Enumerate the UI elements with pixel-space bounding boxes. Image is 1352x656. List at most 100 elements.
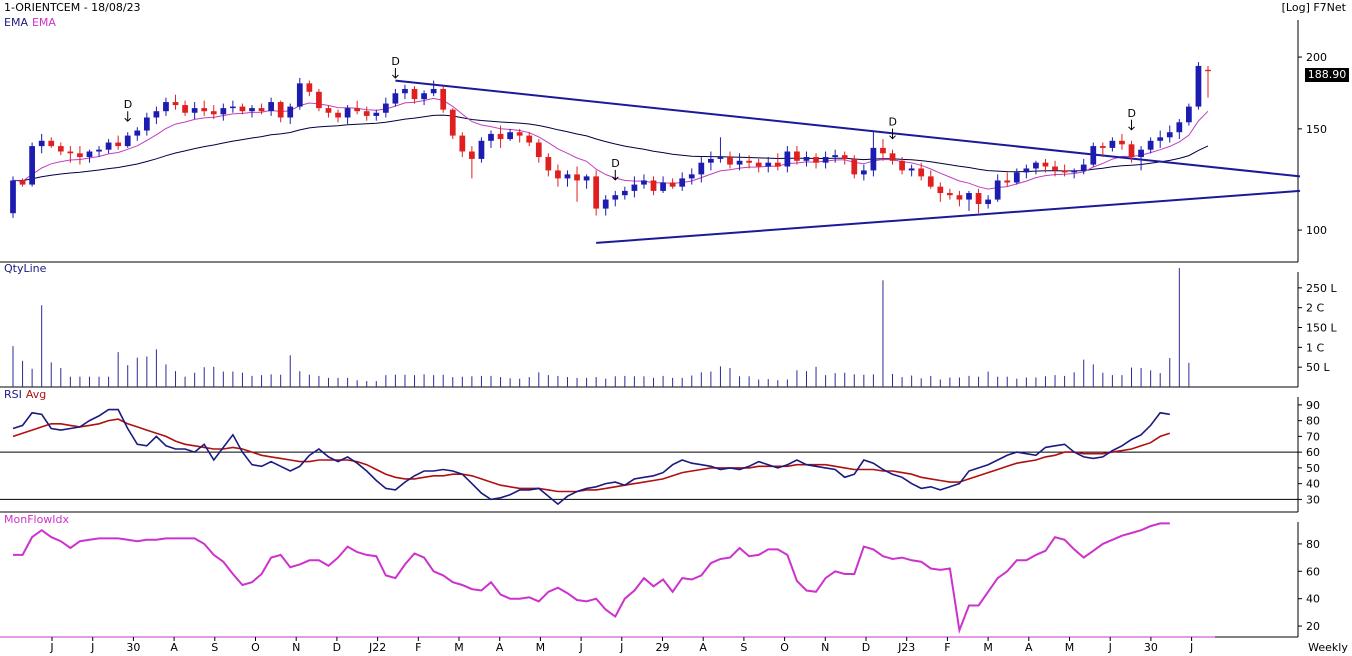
- candle-body: [832, 155, 839, 158]
- candle-body: [277, 102, 284, 118]
- x-tick-label: M: [536, 641, 546, 654]
- x-tick-label: O: [780, 641, 789, 654]
- mfi-tick-label: 60: [1306, 565, 1320, 578]
- rsi-panel-title: RSI: [4, 388, 22, 401]
- long-ema-line: [12, 114, 1209, 182]
- candle-body: [918, 168, 925, 177]
- candle-body: [201, 108, 208, 112]
- candle-body: [535, 142, 542, 158]
- candle-body: [717, 157, 724, 159]
- candle-body: [325, 108, 332, 113]
- x-tick-label: J: [1108, 641, 1112, 654]
- candle-body: [1099, 146, 1106, 148]
- rsi-avg-line: [12, 418, 1171, 493]
- candle-body: [822, 157, 829, 163]
- candle-body: [975, 193, 982, 205]
- candle-body: [1080, 164, 1087, 171]
- candle-body: [354, 108, 361, 112]
- candle-body: [316, 91, 322, 109]
- candle-body: [1195, 65, 1202, 107]
- candle-body: [1004, 180, 1011, 183]
- mfi-line: [13, 522, 1170, 635]
- candle-body: [708, 158, 714, 163]
- divergence-marker-label: D: [611, 157, 619, 170]
- divergence-marker-label: D: [1128, 107, 1136, 120]
- candle-body: [411, 88, 418, 100]
- volume-tick-label: 50 L: [1306, 361, 1330, 374]
- candle-body: [526, 135, 533, 143]
- candle-body: [774, 162, 781, 167]
- candle-body: [210, 111, 217, 115]
- candle-body: [373, 112, 380, 116]
- candle-body: [927, 176, 934, 187]
- short-ema-line: [12, 97, 1209, 190]
- candle-body: [870, 147, 877, 171]
- candle-body: [86, 151, 93, 158]
- long-ema-legend: EMA: [31, 16, 56, 29]
- x-tick-label: J: [1189, 641, 1193, 654]
- x-tick-label: 29: [656, 641, 670, 654]
- x-tick-label: J23: [897, 641, 915, 654]
- candle-body: [1128, 144, 1135, 158]
- lower-trendline: [596, 189, 1301, 244]
- candle-body: [880, 147, 886, 154]
- x-tick-label: A: [1025, 641, 1033, 654]
- divergence-marker-label: D: [391, 55, 399, 68]
- candle-body: [191, 108, 198, 113]
- candle-body: [1109, 140, 1116, 148]
- volume-panel-title: QtyLine: [4, 262, 47, 275]
- candle-body: [469, 151, 475, 159]
- upper-trendline: [395, 79, 1301, 178]
- candle-body: [1071, 170, 1078, 173]
- candle-body: [841, 155, 848, 159]
- candle-body: [545, 157, 552, 171]
- x-tick-label: J: [49, 641, 53, 654]
- candle-body: [258, 108, 265, 112]
- candle-body: [507, 132, 513, 140]
- rsi-legend: RSI Avg: [4, 388, 50, 401]
- candle-body: [1176, 122, 1183, 133]
- candle-body: [631, 184, 638, 191]
- candle-body: [1042, 162, 1049, 167]
- candle-body: [574, 174, 580, 181]
- mfi-tick-label: 40: [1306, 593, 1320, 606]
- candle-body: [306, 83, 313, 92]
- candle-body: [851, 158, 858, 175]
- candle-body: [612, 195, 619, 200]
- divergence-arrow-icon: [611, 169, 619, 181]
- timeframe-label: Weekly: [1308, 641, 1348, 654]
- x-tick-label: A: [170, 641, 178, 654]
- price-tick-label: 150: [1306, 123, 1327, 136]
- candle-body: [727, 157, 733, 165]
- candle-body: [115, 142, 122, 147]
- candle-body: [153, 111, 160, 118]
- candle-body: [105, 142, 112, 150]
- candle-body: [163, 102, 169, 112]
- candle-body: [19, 180, 26, 185]
- volume-tick-label: 250 L: [1306, 282, 1337, 295]
- candle-body: [344, 108, 351, 118]
- candle-body: [67, 151, 74, 154]
- candle-body: [746, 160, 752, 163]
- last-price-badge: 188.90: [1305, 68, 1349, 82]
- candle-body: [268, 102, 274, 112]
- candle-body: [660, 182, 666, 191]
- candle-body: [956, 195, 963, 200]
- candle-body: [555, 170, 561, 179]
- candle-body: [784, 151, 791, 167]
- divergence-arrow-icon: [889, 128, 896, 140]
- candle-body: [29, 146, 35, 185]
- volume-tick-label: 150 L: [1306, 322, 1337, 335]
- x-tick-label: 30: [126, 641, 140, 654]
- rsi-tick-label: 70: [1306, 430, 1320, 443]
- price-tick-label: 200: [1306, 51, 1327, 64]
- candle-body: [249, 108, 255, 112]
- candle-body: [430, 88, 437, 94]
- candle-body: [382, 103, 389, 113]
- candle-body: [363, 111, 370, 116]
- candle-body: [1061, 170, 1068, 173]
- candle-body: [335, 112, 341, 118]
- candle-body: [593, 176, 600, 209]
- candle-body: [296, 83, 303, 107]
